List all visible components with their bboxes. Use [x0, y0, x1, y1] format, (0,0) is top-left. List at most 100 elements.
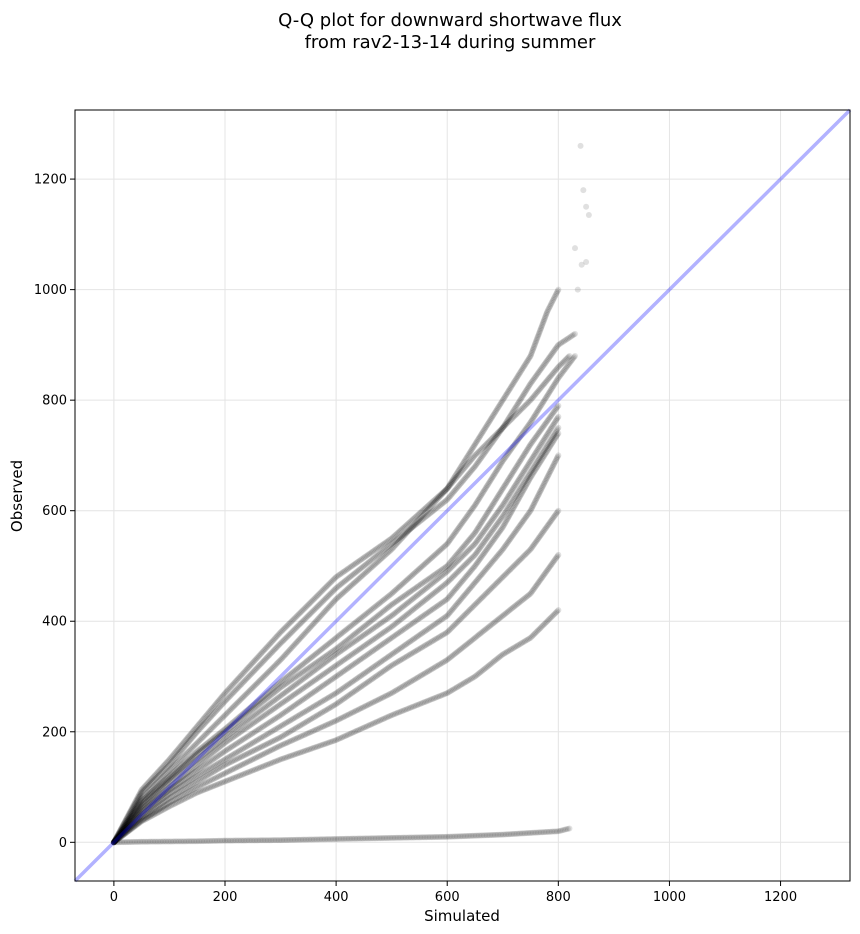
data-point — [123, 820, 130, 827]
data-point — [245, 688, 252, 695]
data-point — [165, 774, 172, 781]
data-point — [250, 659, 257, 666]
data-point — [365, 558, 372, 565]
data-point — [198, 718, 205, 725]
data-point — [442, 487, 449, 494]
data-point — [437, 492, 444, 499]
data-point — [568, 358, 575, 365]
data-point — [190, 733, 197, 740]
outlier-points — [572, 142, 592, 293]
data-point — [250, 683, 257, 690]
data-point — [516, 434, 523, 441]
data-point — [330, 636, 337, 643]
data-point — [506, 414, 513, 421]
data-point — [418, 564, 425, 571]
data-point — [124, 817, 131, 824]
data-point — [444, 485, 451, 492]
data-point — [450, 474, 457, 481]
data-point — [267, 650, 274, 657]
data-point — [209, 738, 216, 745]
data-point — [267, 687, 274, 694]
data-point — [238, 715, 245, 722]
data-point — [254, 698, 261, 705]
data-point — [253, 680, 260, 687]
data-point — [552, 367, 559, 374]
data-point — [512, 404, 519, 411]
data-point — [135, 795, 142, 802]
data-point — [542, 395, 549, 402]
data-point — [116, 827, 123, 834]
data-point — [497, 401, 504, 408]
data-point — [472, 452, 478, 459]
data-point — [368, 556, 375, 563]
data-point — [421, 560, 428, 567]
data-point — [462, 515, 469, 522]
data-point — [116, 829, 123, 836]
data-point — [295, 664, 302, 671]
y-tick-label: 200 — [42, 725, 67, 740]
data-point — [440, 544, 447, 551]
data-point — [544, 307, 551, 314]
data-point — [111, 838, 118, 845]
data-point — [396, 583, 403, 590]
data-point — [204, 742, 211, 749]
x-tick-label: 600 — [435, 890, 460, 905]
data-point — [115, 832, 122, 839]
data-point — [292, 625, 299, 632]
data-point — [218, 731, 225, 738]
data-point — [228, 705, 235, 712]
data-point — [535, 407, 542, 414]
data-point — [126, 815, 133, 822]
data-point — [217, 703, 224, 710]
data-point — [162, 776, 169, 783]
data-point — [495, 403, 502, 410]
data-point — [510, 442, 517, 449]
data-point — [164, 758, 171, 765]
data-point — [341, 627, 348, 634]
data-point — [521, 402, 528, 409]
data-point — [430, 501, 437, 508]
data-point — [114, 832, 121, 839]
data-point — [122, 818, 129, 825]
data-point — [113, 835, 120, 842]
data-point — [559, 339, 566, 346]
data-point — [464, 472, 471, 479]
data-point — [322, 608, 329, 615]
data-point — [415, 566, 422, 573]
data-point — [290, 668, 297, 675]
data-point — [505, 415, 512, 422]
data-point — [490, 411, 497, 418]
data-point — [191, 750, 198, 757]
data-point — [235, 698, 242, 705]
data-point — [163, 759, 170, 766]
data-point — [116, 829, 123, 836]
data-point — [190, 728, 197, 735]
data-point — [301, 605, 308, 612]
data-point — [440, 489, 447, 496]
data-point — [280, 677, 287, 684]
data-point — [191, 753, 198, 760]
data-point — [360, 562, 367, 569]
data-point — [508, 411, 515, 418]
data-point — [115, 831, 122, 838]
data-point — [347, 623, 353, 630]
data-point — [322, 584, 329, 591]
data-point — [251, 705, 258, 712]
data-point — [513, 438, 520, 445]
data-point — [525, 355, 532, 362]
data-point — [162, 765, 169, 772]
data-point — [366, 550, 373, 557]
data-point — [203, 743, 210, 750]
data-point — [446, 538, 453, 545]
data-point — [516, 397, 523, 404]
data-point — [369, 605, 376, 612]
data-point — [392, 537, 399, 544]
data-point — [317, 646, 324, 653]
data-point — [384, 543, 391, 550]
data-point — [400, 580, 407, 587]
data-point — [196, 720, 203, 727]
data-point — [359, 563, 366, 570]
data-point — [145, 794, 152, 801]
data-point — [164, 775, 171, 782]
data-point — [421, 510, 428, 517]
